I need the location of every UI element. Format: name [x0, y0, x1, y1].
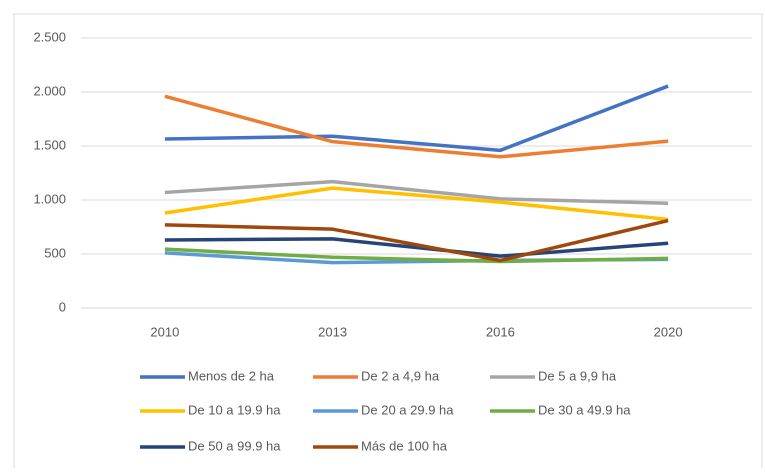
legend-label: De 20 a 29.9 ha: [361, 402, 454, 417]
y-tick-label: 2.000: [33, 83, 66, 98]
legend-label: Menos de 2 ha: [188, 368, 275, 383]
legend-label: De 5 a 9,9 ha: [538, 368, 617, 383]
series-line: [164, 247, 669, 264]
x-tick-label: 2013: [318, 324, 347, 339]
x-tick-label: 2010: [150, 324, 179, 339]
y-tick-label: 2.500: [33, 29, 66, 44]
legend-label: De 50 a 99.9 ha: [188, 438, 281, 453]
legend-label: De 2 a 4,9 ha: [361, 368, 440, 383]
legend-label: De 30 a 49.9 ha: [538, 402, 631, 417]
y-tick-label: 1.000: [33, 191, 66, 206]
series-line: [164, 94, 669, 159]
y-tick-label: 0: [59, 299, 66, 314]
y-tick-label: 1.500: [33, 137, 66, 152]
x-tick-label: 2020: [654, 324, 683, 339]
series-line: [164, 186, 669, 222]
series-line: [164, 218, 669, 263]
series-line: [164, 179, 669, 205]
series-line: [164, 237, 669, 258]
series-line: [164, 84, 669, 153]
y-tick-label: 500: [44, 245, 66, 260]
legend-label: Más de 100 ha: [361, 438, 448, 453]
legend-label: De 10 a 19.9 ha: [188, 402, 281, 417]
x-tick-label: 2016: [486, 324, 515, 339]
